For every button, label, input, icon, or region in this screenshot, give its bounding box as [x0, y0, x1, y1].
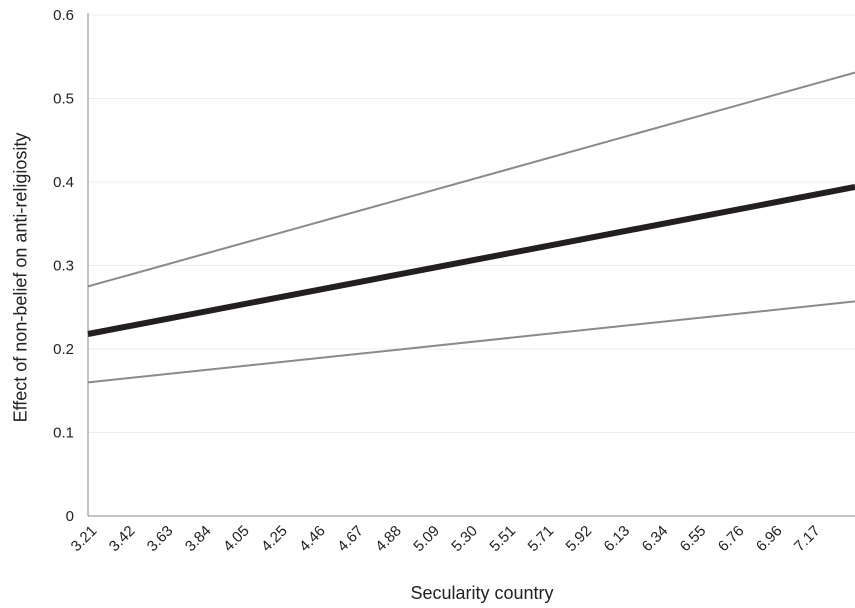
x-tick: 5.71 [525, 522, 558, 555]
y-tick-labels: 0 0.1 0.2 0.3 0.4 0.5 0.6 [53, 7, 74, 525]
x-tick-label: 5.92 [563, 522, 596, 555]
x-tick-label: 3.42 [106, 522, 139, 555]
series-layer [87, 71, 855, 384]
x-tick-label: 4.46 [296, 522, 329, 555]
x-tick: 6.76 [715, 522, 748, 555]
x-tick-label: 6.76 [715, 522, 748, 555]
x-tick-labels: 3.21 3.42 3.63 3.84 4.05 4.25 4.46 4.67 4.88 5.09… [68, 522, 824, 555]
y-tick-label: 0.4 [53, 174, 74, 191]
x-tick-label: 5.30 [448, 522, 481, 555]
y-axis-title: Effect of non-belief on anti-religiosity [10, 133, 30, 423]
x-tick: 3.84 [182, 522, 215, 555]
x-tick-label: 6.96 [753, 522, 786, 555]
x-tick: 7.17 [791, 522, 824, 555]
x-tick: 4.25 [258, 522, 291, 555]
x-tick-label: 7.17 [791, 522, 824, 555]
y-tick-label: 0.6 [53, 7, 74, 24]
x-tick-label: 4.05 [220, 522, 253, 555]
gridlines [88, 14, 855, 433]
x-tick: 4.67 [334, 522, 367, 555]
axes [87, 13, 855, 517]
y-tick-label: 0 [66, 508, 74, 525]
x-tick: 5.09 [410, 522, 443, 555]
x-tick-label: 6.13 [601, 522, 634, 555]
x-tick-label: 3.84 [182, 522, 215, 555]
x-tick-label: 3.21 [68, 522, 101, 555]
x-tick: 3.21 [68, 522, 101, 555]
x-tick: 6.55 [677, 522, 710, 555]
x-tick-label: 4.88 [372, 522, 405, 555]
x-tick: 5.30 [448, 522, 481, 555]
x-tick-label: 3.63 [144, 522, 177, 555]
x-tick: 4.88 [372, 522, 405, 555]
y-tick-label: 0.5 [53, 91, 74, 108]
x-tick: 5.51 [486, 522, 519, 555]
series-line-upper-bound [87, 71, 855, 288]
x-tick: 4.05 [220, 522, 253, 555]
x-tick-label: 6.55 [677, 522, 710, 555]
x-tick-label: 5.71 [525, 522, 558, 555]
series-line-estimate [87, 184, 855, 337]
x-tick: 3.63 [144, 522, 177, 555]
x-tick-label: 6.34 [639, 522, 672, 555]
y-tick-label: 0.1 [53, 425, 74, 442]
x-tick-label: 5.51 [486, 522, 519, 555]
x-tick: 6.13 [601, 522, 634, 555]
x-tick-label: 4.67 [334, 522, 367, 555]
x-tick: 6.96 [753, 522, 786, 555]
x-tick: 6.34 [639, 522, 672, 555]
x-axis-title: Secularity country [410, 583, 553, 603]
x-tick: 5.92 [563, 522, 596, 555]
x-tick-label: 4.25 [258, 522, 291, 555]
series-line-lower-bound [87, 300, 855, 384]
x-tick: 3.42 [106, 522, 139, 555]
x-tick: 4.46 [296, 522, 329, 555]
x-tick-label: 5.09 [410, 522, 443, 555]
y-tick-label: 0.2 [53, 341, 74, 358]
y-tick-label: 0.3 [53, 258, 74, 275]
